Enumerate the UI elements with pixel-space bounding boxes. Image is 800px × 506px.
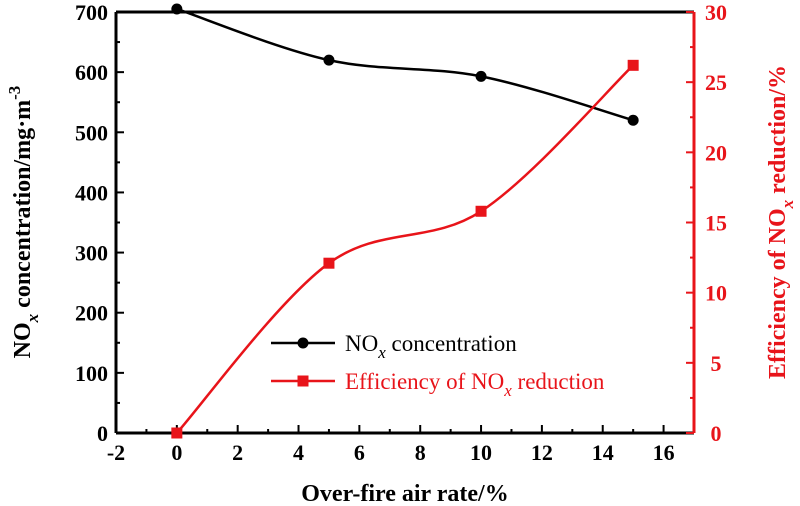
legend-nox-concentration-marker: [297, 337, 309, 349]
y-left-tick-label: 200: [75, 301, 108, 326]
x-tick-label: 0: [171, 440, 182, 465]
y-left-axis-title-subscript: x: [23, 313, 42, 323]
x-tick-label: 8: [415, 440, 426, 465]
x-tick-label: -2: [107, 440, 125, 465]
nox-reduction-efficiency-point: [627, 59, 639, 71]
y-left-axis-title-prefix: NO: [10, 322, 36, 358]
y-right-tick-label: 15: [705, 211, 727, 236]
y-right-tick-label: 5: [711, 351, 722, 376]
legend-nox-reduction-efficiency-marker: [297, 375, 309, 387]
y-right-axis-title-prefix: Efficiency of NO: [765, 208, 791, 379]
legend-nox-reduction-efficiency-label-suffix: reduction: [512, 369, 605, 394]
legend-nox-concentration-label-suffix: concentration: [386, 331, 517, 356]
nox-reduction-efficiency-line: [175, 64, 635, 434]
legend-nox-reduction-efficiency-label: Efficiency of NOx reduction: [345, 369, 605, 400]
y-right-tick-label: 0: [711, 421, 722, 446]
x-axis-title: Over-fire air rate/%: [301, 481, 508, 506]
y-left-tick-label: 100: [75, 361, 108, 386]
legend-nox-reduction-efficiency-label-subscript: x: [503, 381, 512, 400]
y-left-tick-label: 0: [97, 421, 108, 446]
y-right-axis-title: Efficiency of NOx reduction/%: [765, 65, 797, 379]
y-right-tick-label: 25: [705, 70, 727, 95]
y-left-tick-label: 400: [75, 180, 108, 205]
x-tick-label: 12: [531, 440, 553, 465]
y-left-axis-title-main: concentration/mg·m: [10, 100, 36, 314]
nox-concentration-point: [171, 3, 183, 15]
nox-reduction-efficiency-point: [475, 205, 487, 217]
y-left-axis-title-superscript: -3: [5, 86, 24, 100]
y-right-tick-label: 20: [705, 140, 727, 165]
legend-nox-concentration-label: NOx concentration: [345, 331, 517, 362]
y-left-tick-label: 500: [75, 120, 108, 145]
y-left-tick-label: 600: [75, 60, 108, 85]
y-left-axis-title: NOx concentration/mg·m-3: [5, 86, 42, 359]
x-tick-label: 14: [592, 440, 614, 465]
x-tick-label: 4: [293, 440, 304, 465]
nox-concentration-line: [176, 7, 634, 122]
plot-area: -2 0 2 4 6 8 10 12 14 160100200300400500600700051…: [5, 0, 797, 506]
nox-concentration-point: [323, 54, 335, 66]
x-tick-label: 2: [232, 440, 243, 465]
nox-concentration-point: [475, 70, 487, 82]
y-right-axis-title-subscript: x: [778, 199, 797, 209]
y-right-tick-label: 10: [705, 281, 727, 306]
legend-nox-concentration-label-subscript: x: [377, 343, 386, 362]
legend-nox-reduction-efficiency-label-prefix: Efficiency of NO: [345, 369, 504, 394]
nox-reduction-efficiency-point: [171, 427, 183, 439]
x-tick-label: 10: [470, 440, 492, 465]
y-left-tick-label: 300: [75, 241, 108, 266]
x-tick-label: 16: [653, 440, 675, 465]
y-left-tick-label: 700: [75, 0, 108, 25]
nox-reduction-efficiency-point: [323, 257, 335, 269]
y-right-axis-title-main: reduction/%: [765, 65, 791, 200]
nox-concentration-point: [627, 114, 639, 126]
y-right-tick-label: 30: [705, 0, 727, 25]
x-tick-label: 6: [354, 440, 365, 465]
legend-nox-concentration-label-prefix: NO: [345, 331, 378, 356]
